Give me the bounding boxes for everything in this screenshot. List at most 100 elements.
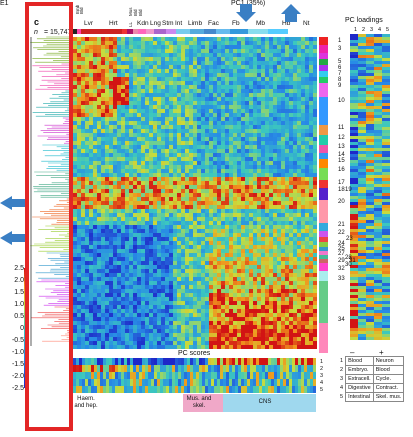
heatmap-cell [109, 45, 113, 49]
cluster-color-segment [319, 59, 328, 65]
tissue-color-segment [154, 29, 166, 34]
heatmap-cell [305, 173, 309, 177]
heatmap-cell [269, 153, 273, 157]
heatmap-cell [273, 97, 277, 101]
heatmap-cell [109, 209, 113, 213]
heatmap-cell [117, 269, 121, 273]
heatmap-cell [309, 245, 313, 249]
heatmap-cell [81, 105, 85, 109]
heatmap-cell [117, 345, 121, 349]
heatmap-cell [113, 97, 117, 101]
heatmap-cell [305, 109, 309, 113]
heatmap-cell [85, 289, 89, 293]
heatmap-cell [293, 41, 297, 45]
heatmap-cell [225, 129, 229, 133]
heatmap-cell [205, 309, 209, 313]
heatmap-cell [261, 317, 265, 321]
heatmap-cell [225, 149, 229, 153]
heatmap-cell [89, 289, 93, 293]
heatmap-cell [141, 101, 145, 105]
heatmap-cell [177, 149, 181, 153]
heatmap-cell [185, 173, 189, 177]
heatmap-cell [121, 205, 125, 209]
heatmap-cell [105, 37, 109, 41]
heatmap-cell [101, 285, 105, 289]
heatmap-cell [125, 185, 129, 189]
heatmap-cell [77, 169, 81, 173]
heatmap-cell [169, 197, 173, 201]
heatmap-cell [113, 205, 117, 209]
heatmap-cell [125, 141, 129, 145]
heatmap-cell [161, 129, 165, 133]
heatmap-cell [221, 209, 225, 213]
heatmap-cell [261, 37, 265, 41]
heatmap-cell [197, 229, 201, 233]
heatmap-cell [169, 277, 173, 281]
heatmap-cell [205, 165, 209, 169]
page-label: E1 [0, 0, 9, 7]
heatmap-cell [149, 229, 153, 233]
cluster-color-segment [319, 153, 328, 159]
heatmap-cell [105, 109, 109, 113]
heatmap-cell [89, 145, 93, 149]
heatmap-cell [293, 189, 297, 193]
heatmap-cell [273, 297, 277, 301]
heatmap-cell [161, 61, 165, 65]
heatmap-cell [253, 169, 257, 173]
heatmap-cell [89, 185, 93, 189]
heatmap-cell [273, 233, 277, 237]
heatmap-cell [237, 37, 241, 41]
heatmap-cell [133, 141, 137, 145]
heatmap-cell [101, 329, 105, 333]
heatmap-cell [133, 173, 137, 177]
heatmap-cell [205, 257, 209, 261]
heatmap-cell [313, 281, 317, 285]
heatmap-cell [133, 69, 137, 73]
heatmap-cell [249, 317, 253, 321]
heatmap-cell [105, 337, 109, 341]
heatmap-cell [285, 317, 289, 321]
heatmap-cell [105, 85, 109, 89]
heatmap-cell [185, 265, 189, 269]
heatmap-cell [109, 309, 113, 313]
heatmap-cell [313, 301, 317, 305]
heatmap-cell [85, 233, 89, 237]
heatmap-cell [173, 109, 177, 113]
heatmap-cell [85, 81, 89, 85]
heatmap-cell [237, 345, 241, 349]
heatmap-cell [125, 149, 129, 153]
heatmap-cell [125, 253, 129, 257]
heatmap-cell [201, 45, 205, 49]
heatmap-cell [297, 165, 301, 169]
heatmap-cell [89, 61, 93, 65]
heatmap-cell [145, 77, 149, 81]
heatmap-cell [241, 301, 245, 305]
tissue-color-segment [73, 29, 77, 34]
heatmap-cell [305, 341, 309, 345]
heatmap-cell [261, 345, 265, 349]
heatmap-cell [133, 313, 137, 317]
heatmap-cell [137, 161, 141, 165]
heatmap-cell [305, 113, 309, 117]
heatmap-cell [217, 213, 221, 217]
heatmap-cell [117, 145, 121, 149]
heatmap-cell [205, 125, 209, 129]
heatmap-cell [121, 73, 125, 77]
heatmap-cell [117, 277, 121, 281]
heatmap-cell [177, 97, 181, 101]
heatmap-cell [297, 41, 301, 45]
heatmap-cell [113, 89, 117, 93]
heatmap-cell [89, 297, 93, 301]
heatmap-cell [169, 345, 173, 349]
heatmap-cell [305, 257, 309, 261]
heatmap-cell [201, 281, 205, 285]
heatmap-cell [313, 77, 317, 81]
heatmap-cell [145, 37, 149, 41]
heatmap-cell [225, 333, 229, 337]
heatmap-cell [105, 241, 109, 245]
heatmap-cell [245, 153, 249, 157]
heatmap-cell [101, 277, 105, 281]
heatmap-cell [193, 129, 197, 133]
heatmap-cell [213, 329, 217, 333]
heatmap-cell [97, 297, 101, 301]
